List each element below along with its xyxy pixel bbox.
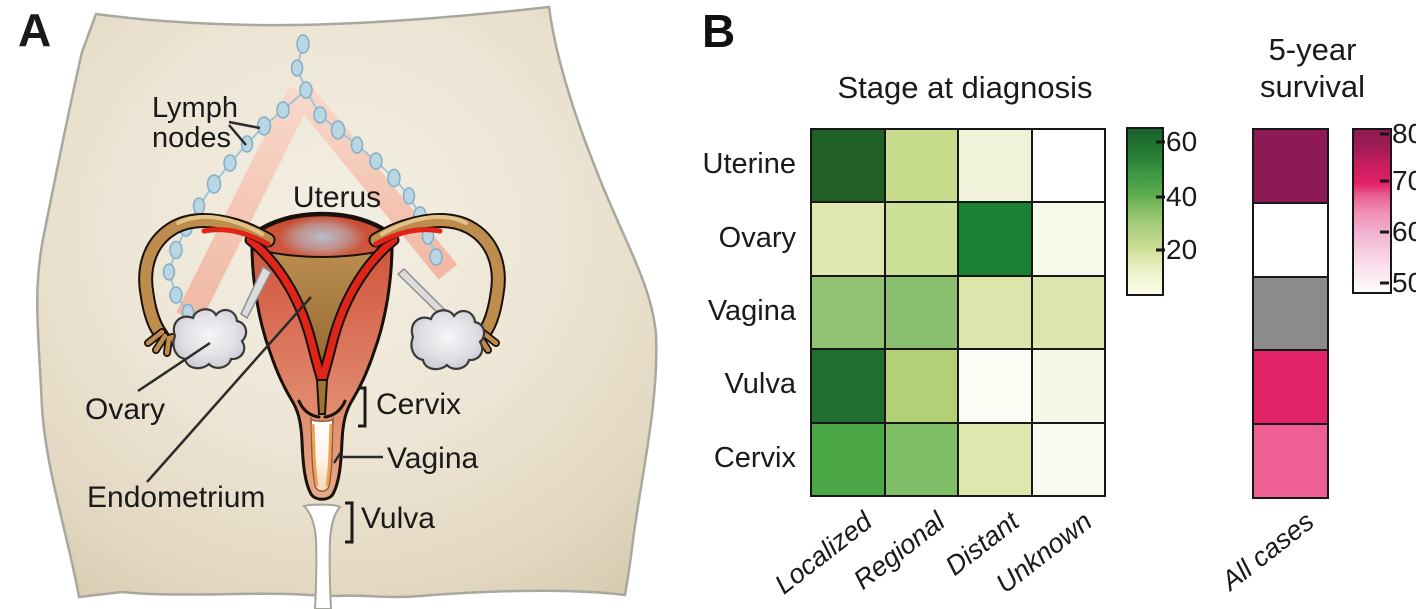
stage-heatmap-cell [884,275,958,350]
colorbar-tick [1380,132,1389,136]
label-cervix: Cervix [376,388,461,421]
stage-heatmap-cell [884,349,958,423]
ovarian-ligaments [240,265,453,321]
stage-heatmap-cell [811,129,885,203]
stage-heatmap-cell [811,349,885,423]
survival-heatmap-cell [1253,276,1328,351]
label-lymph-nodes: Lymph [152,92,238,124]
cervical-canal [315,379,329,415]
lymph-nodes-icon [162,34,443,321]
stage-heatmap-cell [811,422,885,496]
survival-heatmap-cell [1253,129,1328,203]
stage-heatmap-grid [810,128,1106,497]
stage-heatmap-cell [1031,275,1105,350]
survival-heatmap-title: 5-year survival [1205,31,1416,105]
stage-heatmap-cell [1031,422,1105,496]
survival-heatmap-cell [1253,424,1328,498]
label-ovary: Ovary [85,393,165,426]
survival-title-line1: 5-year [1268,32,1357,67]
survival-colorbar [1352,128,1392,294]
stage-heatmap-cell [958,129,1032,203]
stage-heatmap-cell [1031,129,1105,203]
stage-heatmap-cell [1031,202,1105,276]
right-ovary [410,309,486,371]
cervix-bracket [358,386,367,428]
stage-heatmap-cell [811,202,885,276]
survival-colorbar-tick-50: 50 [1392,267,1416,298]
heatmap-row-label: Cervix [713,441,796,474]
survival-heatmap-cell [1253,202,1328,277]
stage-heatmap-title: Stage at diagnosis [837,70,1093,105]
panel-a-letter: A [18,4,51,56]
label-lymph-nodes-2: nodes [152,122,231,154]
uterine-cavity [244,234,400,419]
stage-heatmap-cell [884,422,958,496]
panel-b-letter: B [702,5,736,57]
label-vulva: Vulva [361,502,435,535]
fundus-shading [278,216,366,258]
colorbar-tick [1156,248,1165,252]
survival-colorbar-tick-70: 70 [1392,165,1416,196]
heatmap-row-label: Ovary [718,221,796,254]
stage-colorbar-tick-60: 60 [1166,126,1198,157]
heatmap-row-label: Vulva [724,368,796,401]
stage-colorbar-tick-40: 40 [1166,181,1198,212]
label-vagina: Vagina [387,442,479,475]
colorbar-tick [1380,179,1389,183]
vulva-bracket [345,501,354,544]
left-ovary [172,308,248,370]
colorbar-tick [1380,230,1389,234]
survival-title-line2: survival [1259,69,1366,104]
stage-heatmap-cell [958,275,1032,350]
survival-column-label: All cases [1215,506,1320,597]
label-endometrium: Endometrium [87,481,265,514]
label-uterus: Uterus [293,181,381,214]
stage-heatmap-cell [884,129,958,203]
survival-heatmap-cell [1253,350,1328,425]
heatmap-row-label: Vagina [707,295,796,328]
stage-heatmap-cell [958,349,1032,423]
endometrium-lining [244,234,400,387]
leader-lines [137,120,383,483]
colorbar-tick [1380,281,1389,285]
panel-a-illustration: A Lymph nodes Uterus Ovary Endometrium C… [18,4,658,609]
stage-heatmap-cell [958,422,1032,496]
heatmap-row-label: Uterine [702,148,797,181]
stage-heatmap-cell [1031,349,1105,423]
stage-heatmap-cell [958,202,1032,276]
colorbar-tick [1156,195,1165,199]
survival-colorbar-tick-80: 80 [1392,118,1416,149]
colorbar-tick [1156,140,1165,144]
stage-colorbar [1126,127,1164,296]
survival-heatmap-column [1252,128,1329,499]
gluteal-cleft [302,503,342,609]
stage-heatmap-cell [884,202,958,276]
survival-colorbar-tick-60: 60 [1392,216,1416,247]
stage-heatmap-cell [811,275,885,350]
stage-colorbar-tick-20: 20 [1166,234,1198,265]
lymph-node-chain [162,34,443,321]
heatmap-row-labels: Uterine Ovary Vagina Vulva Cervix [660,128,797,495]
vaginal-canal [310,416,334,492]
